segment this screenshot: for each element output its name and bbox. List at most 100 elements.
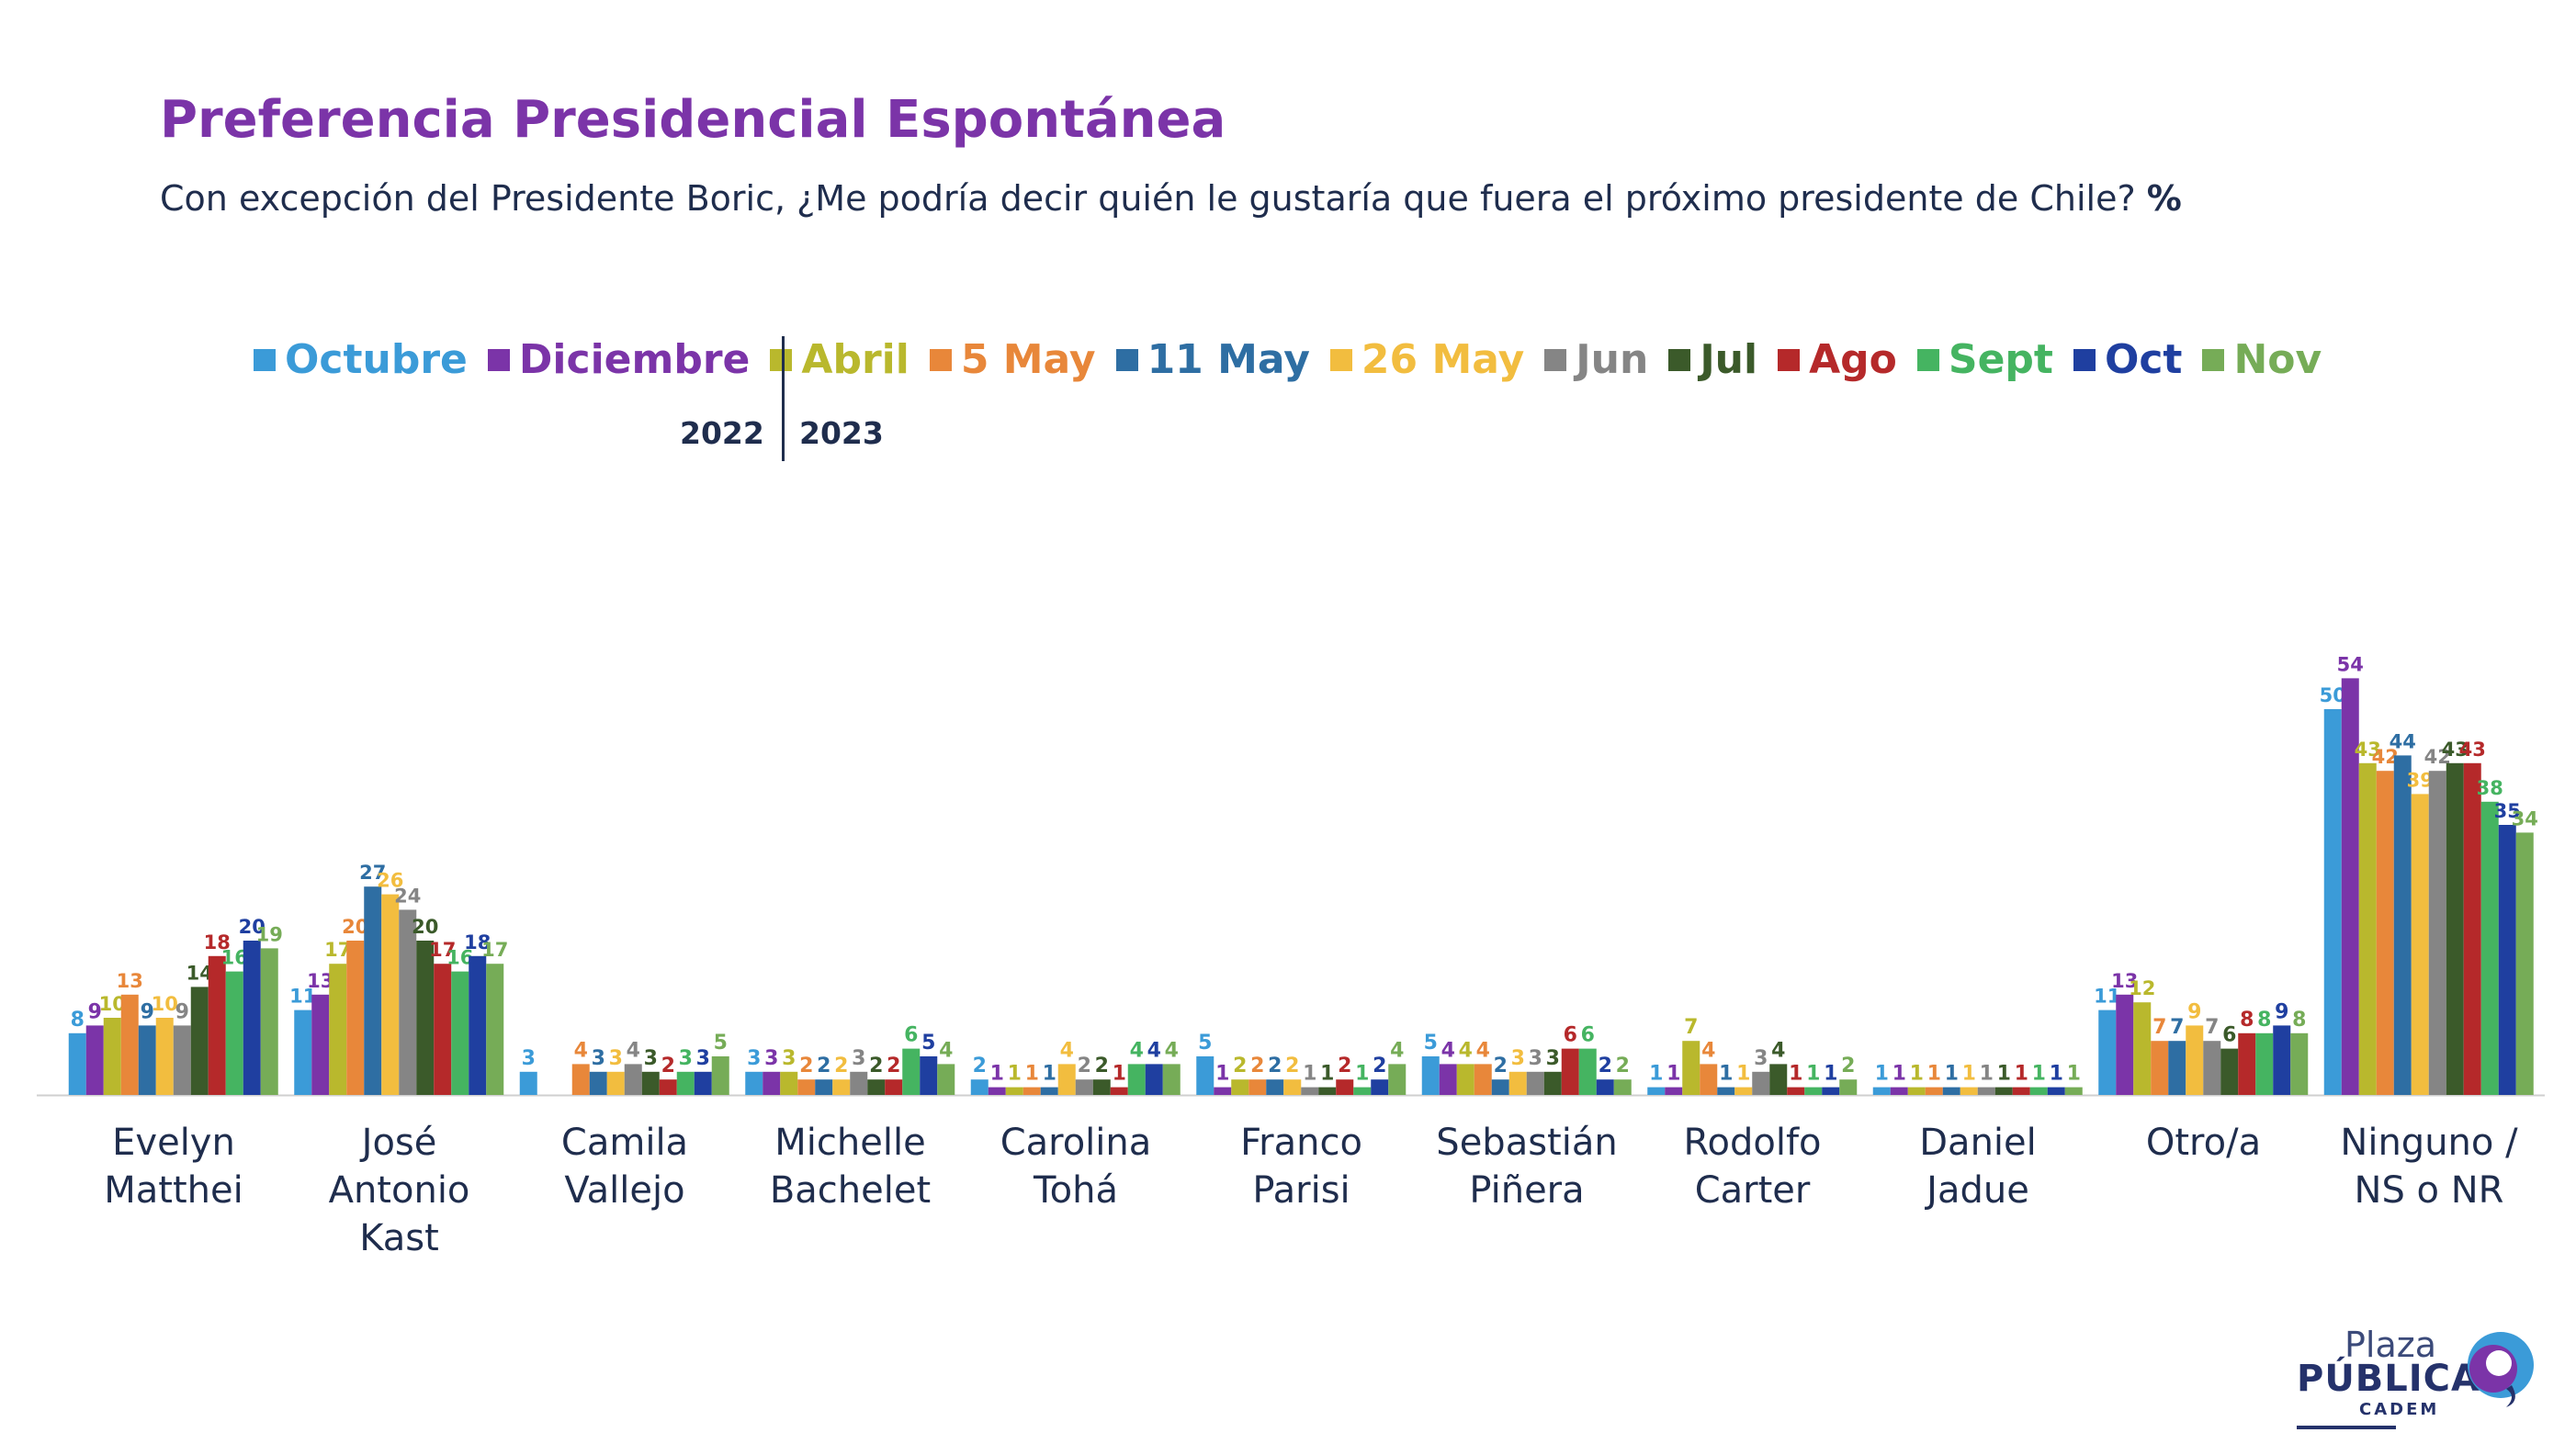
data-label: 13 (2111, 970, 2138, 992)
data-label: 6 (2222, 1024, 2236, 1047)
bar (2498, 825, 2516, 1095)
data-label: 3 (1511, 1047, 1525, 1070)
legend-swatch (1916, 348, 1939, 371)
bar (2029, 1087, 2048, 1095)
bar (676, 1071, 695, 1095)
bar (1145, 1064, 1163, 1095)
data-label: 2 (1841, 1055, 1855, 1077)
bar (103, 1018, 121, 1095)
bar (416, 941, 435, 1095)
data-label: 3 (522, 1047, 536, 1070)
bar (815, 1079, 833, 1095)
logo-text-plaza: Plaza (2344, 1325, 2436, 1365)
data-label: 20 (239, 916, 266, 938)
data-label: 1 (1043, 1063, 1056, 1086)
data-label: 2 (799, 1055, 813, 1077)
data-label: 1 (1736, 1063, 1750, 1086)
data-label: 8 (2292, 1009, 2306, 1032)
data-label: 2 (661, 1055, 675, 1077)
data-label: 3 (679, 1047, 693, 1070)
data-label: 1 (1649, 1063, 1663, 1086)
data-label: 1 (1980, 1063, 1994, 1086)
bar (988, 1087, 1006, 1095)
legend-item: Diciembre (487, 336, 751, 383)
bar (694, 1071, 712, 1095)
category-label: Otro/a (2145, 1122, 2262, 1164)
bar (885, 1079, 903, 1095)
bar (2290, 1032, 2309, 1095)
bar (1613, 1079, 1632, 1095)
data-label: 2 (869, 1055, 883, 1077)
bar (1283, 1079, 1302, 1095)
subtitle-text: Con excepción del Presidente Boric, ¿Me … (160, 178, 2136, 219)
legend-item: 11 May (1115, 336, 1310, 383)
bar (1022, 1087, 1041, 1095)
bar (867, 1079, 886, 1095)
category-label: Franco Parisi (1240, 1122, 1362, 1212)
bar (571, 1064, 590, 1095)
data-label: 18 (464, 931, 491, 953)
bar (1336, 1079, 1354, 1095)
legend-item: Oct (2073, 336, 2182, 383)
data-label: 3 (1529, 1047, 1542, 1070)
data-label: 3 (592, 1047, 605, 1070)
bar (2273, 1025, 2291, 1095)
data-label: 1 (1719, 1063, 1733, 1086)
data-label: 35 (2494, 800, 2521, 822)
data-label: 1 (1927, 1063, 1941, 1086)
data-label: 43 (2459, 739, 2486, 761)
data-label: 44 (2390, 730, 2416, 752)
bar (2203, 1041, 2221, 1095)
legend-item: Jul (1668, 336, 1757, 383)
bar (1127, 1064, 1146, 1095)
bar (346, 941, 365, 1095)
data-label: 8 (71, 1009, 85, 1032)
data-label: 1 (2032, 1063, 2046, 1086)
data-label: 9 (88, 1000, 102, 1023)
data-label: 10 (152, 993, 178, 1015)
bar (937, 1064, 955, 1095)
bar (659, 1079, 677, 1095)
data-label: 9 (141, 1000, 154, 1023)
legend-label: Diciembre (518, 336, 751, 383)
data-label: 2 (1095, 1055, 1109, 1077)
data-label: 4 (1441, 1039, 1455, 1062)
data-label: 24 (394, 885, 421, 907)
category-label: Evelyn Matthei (104, 1122, 243, 1212)
data-label: 4 (1130, 1039, 1144, 1062)
data-label: 3 (1754, 1047, 1768, 1070)
data-label: 1 (1910, 1063, 1924, 1086)
bar (606, 1071, 625, 1095)
legend-label: Jun (1576, 336, 1649, 383)
data-label: 9 (2275, 1000, 2288, 1023)
data-label: 3 (696, 1047, 710, 1070)
bar (850, 1071, 868, 1095)
bar (1214, 1087, 1232, 1095)
data-label: 7 (2205, 1016, 2219, 1039)
bar (1561, 1048, 1579, 1095)
bar (1474, 1064, 1492, 1095)
data-label: 17 (481, 939, 508, 961)
legend-item: Sept (1916, 336, 2053, 383)
data-label: 4 (1701, 1039, 1715, 1062)
bar (1371, 1079, 1389, 1095)
bar (1318, 1087, 1337, 1095)
data-label: 4 (574, 1039, 588, 1062)
year-label-2022: 2022 (680, 415, 764, 451)
data-label: 43 (2355, 739, 2381, 761)
category-label: Daniel Jadue (1919, 1122, 2037, 1212)
bar (1822, 1087, 1840, 1095)
bar (1596, 1079, 1614, 1095)
logo-underline (2297, 1426, 2396, 1429)
data-label: 2 (1268, 1055, 1282, 1077)
bar (190, 987, 209, 1095)
data-label: 2 (973, 1055, 987, 1077)
bar (2341, 678, 2359, 1095)
bar (155, 1018, 174, 1095)
data-label: 4 (1476, 1039, 1490, 1062)
bar (902, 1048, 921, 1095)
legend-swatch (487, 348, 510, 371)
data-label: 2 (1599, 1055, 1612, 1077)
bar (1717, 1087, 1735, 1095)
